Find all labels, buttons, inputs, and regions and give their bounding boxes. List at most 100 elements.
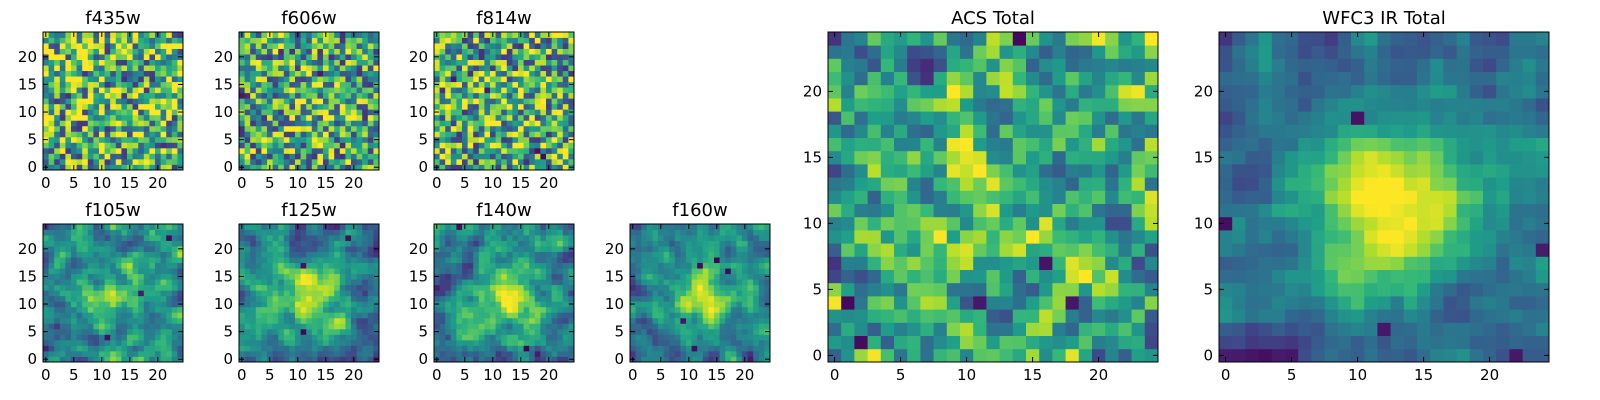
heatmap-cell — [986, 348, 1000, 363]
heatmap-cell — [48, 48, 55, 55]
heatmap-cell — [854, 322, 868, 336]
heatmap-cell — [1052, 256, 1066, 270]
heatmap-cell — [758, 240, 765, 247]
heatmap-cell — [93, 32, 100, 38]
heatmap-cell — [753, 246, 760, 252]
heatmap-cell — [132, 103, 139, 110]
heatmap-cell — [71, 229, 77, 236]
heatmap-cell — [283, 136, 290, 143]
heatmap-cell — [339, 87, 346, 94]
heatmap-cell — [345, 262, 352, 269]
heatmap-cell — [255, 279, 262, 286]
heatmap-cell — [177, 48, 184, 55]
heatmap-cell — [166, 339, 173, 346]
heatmap-cell — [317, 153, 324, 160]
heatmap-cell — [960, 269, 974, 284]
heatmap-cell — [244, 306, 251, 313]
heatmap-cell — [127, 153, 133, 160]
heatmap-cell — [87, 279, 94, 286]
heatmap-cell — [87, 301, 94, 308]
heatmap-cell — [110, 240, 117, 247]
heatmap-cell — [59, 153, 66, 160]
heatmap-cell — [501, 224, 508, 230]
heatmap-cell — [534, 273, 541, 280]
heatmap-cell — [272, 345, 279, 352]
heatmap-cell — [261, 76, 268, 83]
heatmap-cell — [367, 65, 374, 72]
heatmap-cell — [512, 142, 519, 149]
heatmap-cell — [261, 257, 268, 264]
heatmap-cell — [467, 37, 474, 44]
heatmap-cell — [93, 164, 100, 171]
heatmap-cell — [143, 257, 150, 264]
heatmap-cell — [635, 262, 642, 269]
heatmap-cell — [166, 125, 173, 132]
heatmap-cell — [658, 268, 664, 275]
heatmap-cell — [1092, 322, 1106, 336]
heatmap-cell — [166, 87, 173, 94]
heatmap-cell — [973, 322, 987, 336]
heatmap-cell — [149, 356, 156, 363]
heatmap-cell — [529, 262, 536, 269]
heatmap-cell — [867, 296, 882, 310]
heatmap-cell — [334, 290, 341, 297]
heatmap-cell — [841, 296, 855, 310]
heatmap-cell — [501, 37, 508, 44]
heatmap-cell — [546, 284, 552, 291]
heatmap-cell — [708, 240, 715, 247]
heatmap-cell — [345, 43, 352, 49]
heatmap-cell — [557, 131, 564, 138]
heatmap-cell — [306, 323, 313, 330]
heatmap-cell — [345, 268, 352, 275]
heatmap-cell — [506, 350, 513, 357]
heatmap-cell — [478, 153, 485, 160]
heatmap-cell — [484, 317, 491, 324]
heatmap-cell — [356, 70, 363, 77]
heatmap-cell — [328, 339, 335, 346]
heatmap-cell — [110, 279, 117, 286]
heatmap-cell — [920, 190, 934, 204]
heatmap-cell — [523, 136, 530, 143]
heatmap-cell — [702, 262, 709, 269]
heatmap-cell — [534, 301, 541, 308]
heatmap-cell — [295, 48, 301, 55]
heatmap-cell — [546, 323, 552, 330]
heatmap-cell — [127, 229, 133, 236]
heatmap-cell — [87, 323, 94, 330]
heatmap-cell — [59, 268, 66, 275]
heatmap-cell — [753, 334, 760, 341]
heatmap-cell — [663, 350, 670, 357]
heatmap-cell — [462, 345, 468, 352]
heatmap-cell — [894, 177, 908, 191]
heatmap-cell — [138, 131, 145, 138]
heatmap-cell — [828, 190, 842, 204]
heatmap-cell — [244, 153, 251, 160]
heatmap-cell — [356, 339, 363, 346]
heatmap-cell — [65, 164, 72, 171]
heatmap-cell — [512, 246, 519, 252]
heatmap-cell — [334, 125, 341, 132]
heatmap-cell — [719, 334, 726, 341]
heatmap-cell — [646, 295, 653, 302]
heatmap-cell — [267, 81, 273, 88]
heatmap-cell — [334, 43, 341, 49]
heatmap-cell — [484, 87, 491, 94]
heatmap-cell — [540, 306, 547, 313]
heatmap-cell — [725, 235, 732, 241]
heatmap-cell — [907, 216, 921, 231]
heatmap-cell — [104, 323, 111, 330]
heatmap-cell — [462, 295, 468, 302]
heatmap-cell — [138, 273, 145, 280]
heatmap-cell — [540, 312, 547, 319]
heatmap-cell — [462, 76, 468, 83]
heatmap-cell — [255, 142, 262, 149]
heatmap-cell — [171, 48, 178, 55]
heatmap-cell — [546, 136, 552, 143]
panel-title: f125w — [281, 200, 336, 221]
heatmap-cell — [71, 153, 77, 160]
heatmap-cell — [462, 37, 468, 44]
heatmap-cell — [267, 92, 273, 99]
heatmap-cell — [289, 136, 296, 143]
heatmap-cell — [540, 334, 547, 341]
heatmap-cell — [534, 70, 541, 77]
